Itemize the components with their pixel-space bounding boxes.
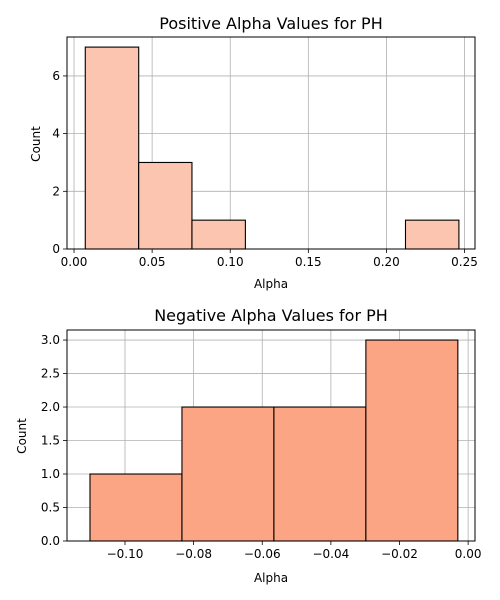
positive-histogram-bar [191,219,246,250]
negative-x-tick-label: −0.06 [244,547,281,561]
negative-y-ticks: 0.0 0.5 1.0 1.5 2.0 2.5 3.0 [41,333,67,548]
positive-histogram-bar [404,219,460,250]
negative-x-tick-label: −0.08 [175,547,212,561]
negative-plot-frame [66,329,476,542]
positive-x-tick-label: 0.05 [139,255,166,269]
positive-y-axis-label: Count [29,126,43,162]
positive-x-tick-label: 0.15 [295,255,322,269]
negative-x-tick-label: 0.00 [455,547,482,561]
negative-histogram-bar [181,406,275,542]
negative-alpha-panel: Negative Alpha Values for PH −0.10 −0.08−… [15,306,481,585]
negative-histogram-bar [365,339,459,542]
positive-x-axis-label: Alpha [254,277,288,291]
negative-y-tick-label: 1.0 [41,467,60,481]
positive-y-tick-label: 0 [52,242,60,256]
positive-alpha-panel: Positive Alpha Values for PH 0.00 0.05 0.1… [29,14,478,291]
negative-x-axis-label: Alpha [254,571,288,585]
positive-chart-title: Positive Alpha Values for PH [159,14,382,33]
negative-x-tick-label: −0.02 [381,547,418,561]
positive-plot-frame [66,36,476,250]
negative-y-axis-label: Count [15,418,29,454]
negative-y-tick-label: 0.5 [41,501,60,515]
positive-histogram-bar [84,46,140,250]
negative-y-tick-label: 3.0 [41,333,60,347]
negative-y-tick-label: 0.0 [41,534,60,548]
positive-y-tick-label: 6 [52,69,60,83]
positive-y-tick-label: 4 [52,127,60,141]
positive-x-tick-label: 0.10 [217,255,244,269]
positive-x-tick-label: 0.00 [61,255,88,269]
negative-x-tick-label: −0.04 [312,547,349,561]
positive-y-ticks: 0 2 4 6 [52,69,67,256]
positive-x-tick-label: 0.20 [373,255,400,269]
negative-y-tick-label: 1.5 [41,434,60,448]
negative-x-ticks: −0.10 −0.08 −0.06 −0.04 −0.02 0.00 [107,541,482,561]
negative-histogram-bar [273,406,367,542]
negative-chart-title: Negative Alpha Values for PH [154,306,388,325]
negative-y-tick-label: 2.5 [41,367,60,381]
positive-bars [84,46,460,250]
positive-histogram-bar [138,161,193,250]
negative-bars [89,339,459,542]
positive-y-tick-label: 2 [52,184,60,198]
negative-x-tick-label: −0.10 [107,547,144,561]
positive-x-ticks: 0.00 0.05 0.10 0.15 0.20 0.25 [61,249,478,269]
negative-y-tick-label: 2.0 [41,400,60,414]
positive-x-tick-label: 0.25 [451,255,478,269]
negative-histogram-bar [89,473,183,542]
